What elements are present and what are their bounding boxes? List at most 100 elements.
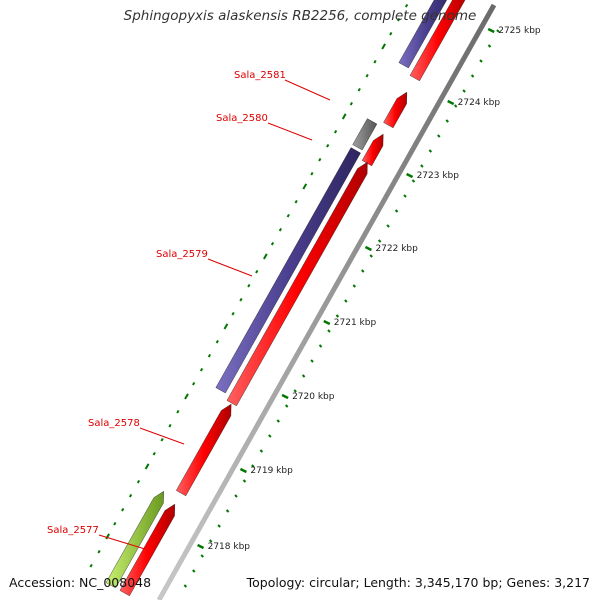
topology-summary: Topology: circular; Length: 3,345,170 bp… (246, 575, 590, 590)
inner-tick-mark (255, 269, 259, 274)
outer-tick-mark (386, 224, 390, 228)
inner-tick-mark (223, 323, 229, 330)
gene-label-g2578: Sala_2578 (88, 418, 140, 429)
gene-label-g2581: Sala_2581 (234, 70, 286, 81)
outer-tick-mark (335, 314, 340, 318)
outer-tick-mark (251, 464, 255, 468)
outer-tick-mark (293, 389, 297, 393)
forward-cds-long (226, 161, 368, 407)
major-tick-mark (323, 319, 331, 326)
inner-tick-mark (341, 113, 347, 120)
outer-tick-mark (242, 479, 247, 483)
position-label: 2720 kbp (292, 392, 335, 402)
inner-tick-mark (113, 521, 117, 526)
inner-tick-mark (207, 353, 212, 358)
outer-tick-mark (496, 29, 500, 33)
inner-tick-mark (215, 339, 219, 344)
inner-tick-mark (199, 367, 204, 372)
major-tick-mark (239, 467, 247, 474)
outer-tick-mark (361, 269, 365, 273)
inner-tick-mark (184, 393, 189, 400)
outer-tick-mark (470, 74, 475, 78)
outer-tick-mark (445, 119, 449, 123)
position-label: 2721 kbp (334, 318, 377, 328)
forward-cds-bottom (119, 503, 176, 597)
outer-tick-mark (428, 149, 433, 153)
inner-tick-mark (365, 73, 369, 78)
inner-tick-mark (105, 533, 110, 540)
position-ticks (89, 3, 500, 588)
outer-tick-mark (318, 344, 323, 348)
forward-cds-top (409, 0, 466, 82)
gene-features (105, 0, 466, 597)
label-leader-lines (98, 79, 331, 550)
accession-text: Accession: NC_008048 (9, 575, 152, 590)
pseudo-gene-sala-2580 (352, 118, 378, 151)
gene-label-g2580: Sala_2580 (216, 113, 268, 124)
inner-tick-mark (121, 507, 125, 512)
position-label-layer: 2725 kbp 2724 kbp 2723 kbp 2722 kbp 2721 kbp… (197, 26, 541, 552)
leader-line (139, 427, 185, 445)
inner-tick-mark (318, 157, 322, 162)
inner-tick-mark (286, 213, 290, 218)
position-label: 2723 kbp (417, 171, 460, 181)
outer-tick-mark (234, 494, 238, 498)
major-tick-mark (281, 393, 289, 400)
leader-line (98, 534, 146, 550)
outer-tick-mark (453, 104, 458, 108)
inner-tick-mark (333, 129, 338, 134)
major-tick-mark (197, 543, 205, 550)
major-tick-mark (364, 245, 373, 252)
inner-tick-mark (231, 311, 235, 316)
outer-tick-mark (183, 584, 188, 588)
inner-tick-mark (349, 101, 353, 106)
position-label: 2718 kbp (208, 542, 251, 552)
inner-tick-mark (263, 253, 268, 260)
outer-tick-mark (487, 44, 492, 48)
outer-tick-mark (268, 434, 272, 438)
outer-tick-mark (225, 509, 230, 513)
rna-gene-sala-2577 (105, 490, 164, 589)
reverse-cds-top (398, 0, 447, 69)
outer-tick-mark (462, 89, 466, 93)
inner-tick-mark (239, 297, 243, 302)
inner-tick-mark (247, 283, 251, 288)
gene-label-g2579: Sala_2579 (156, 249, 208, 260)
outer-tick-mark (327, 329, 331, 333)
outer-tick-mark (208, 539, 213, 543)
inner-tick-mark (404, 3, 409, 8)
outer-tick-mark (352, 284, 357, 288)
outer-tick-mark (344, 299, 348, 303)
inner-tick-mark (270, 241, 275, 246)
outer-tick-mark (411, 179, 416, 183)
genome-title: Sphingopyxis alaskensis RB2256, complete… (123, 8, 477, 24)
outer-tick-mark (285, 404, 289, 408)
inner-tick-mark (176, 409, 180, 414)
inner-tick-mark (381, 43, 386, 50)
outer-tick-mark (369, 254, 373, 258)
outer-tick-mark (200, 554, 204, 558)
outer-tick-mark (420, 164, 424, 168)
position-label: 2725 kbp (498, 26, 541, 36)
outer-tick-mark (301, 374, 306, 378)
inner-tick-mark (152, 451, 156, 456)
inner-tick-mark (192, 381, 196, 386)
outer-tick-mark (479, 59, 483, 63)
outer-tick-mark (437, 134, 441, 138)
position-label: 2722 kbp (375, 244, 418, 254)
forward-cds-sala-2581 (383, 91, 408, 129)
reverse-cds-sala-2579 (215, 147, 361, 394)
outer-tick-mark (276, 419, 280, 423)
inner-tick-mark (302, 183, 308, 190)
leader-line (207, 258, 253, 277)
inner-tick-mark (136, 479, 141, 484)
inner-tick-mark (278, 227, 282, 232)
inner-tick-mark (389, 31, 393, 36)
outer-tick-mark (259, 449, 264, 453)
inner-tick-mark (397, 17, 401, 22)
genome-backbone (156, 3, 497, 600)
outer-tick-mark (403, 194, 407, 198)
inner-tick-mark (168, 423, 172, 428)
major-tick-mark (447, 99, 455, 106)
